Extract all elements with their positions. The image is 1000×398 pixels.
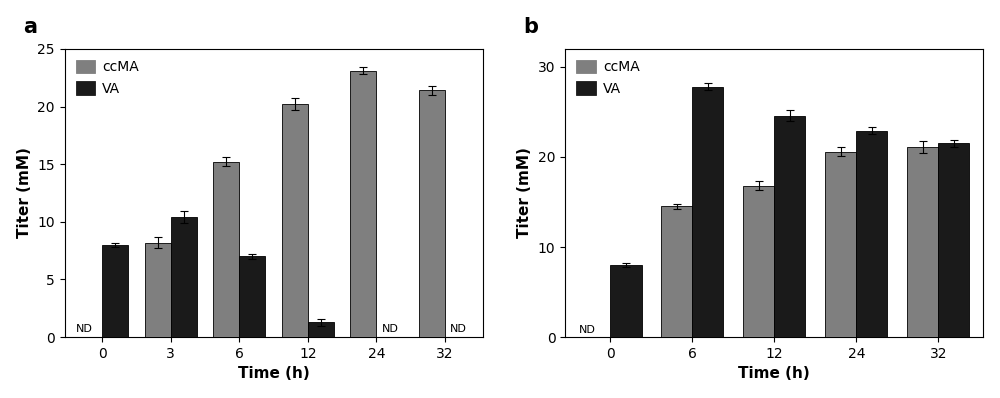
Bar [743,186,774,337]
Bar [419,90,445,337]
Text: ND: ND [450,324,467,334]
Bar [239,256,265,337]
Bar [774,115,805,337]
X-axis label: Time (h): Time (h) [738,366,810,381]
Y-axis label: Titer (mM): Titer (mM) [517,148,532,238]
Legend: ccMA, VA: ccMA, VA [572,56,644,100]
Bar [692,87,723,337]
Bar [308,322,334,337]
Bar [907,147,938,337]
Bar [610,265,642,337]
Bar [145,242,171,337]
Y-axis label: Titer (mM): Titer (mM) [17,148,32,238]
Text: ND: ND [382,324,398,334]
Bar [213,162,239,337]
Bar [102,245,128,337]
Bar [171,217,197,337]
Text: a: a [23,18,37,37]
Bar [856,131,887,337]
Text: ND: ND [579,325,596,335]
Bar [661,207,692,337]
Text: b: b [523,18,538,37]
Bar [938,143,969,337]
Bar [282,104,308,337]
Text: ND: ND [76,324,93,334]
X-axis label: Time (h): Time (h) [238,366,309,381]
Bar [350,71,376,337]
Legend: ccMA, VA: ccMA, VA [72,56,143,100]
Bar [825,152,856,337]
